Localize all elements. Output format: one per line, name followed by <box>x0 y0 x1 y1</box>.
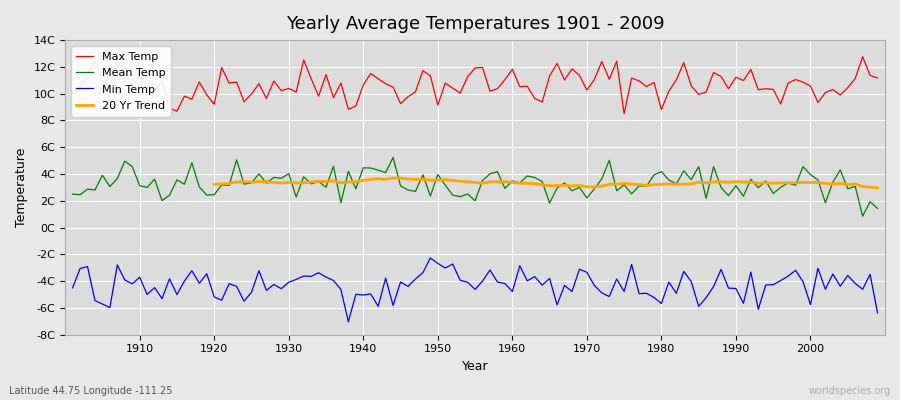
Max Temp <box>291 90 302 94</box>
Line: 20 Yr Trend: 20 Yr Trend <box>214 178 878 188</box>
20 Yr Trend <box>336 180 346 185</box>
Min Temp <box>515 263 526 268</box>
Title: Yearly Average Temperatures 1901 - 2009: Yearly Average Temperatures 1901 - 2009 <box>286 15 664 33</box>
Min Temp <box>291 277 302 282</box>
Min Temp <box>336 287 346 292</box>
Max Temp <box>127 84 138 89</box>
Mean Temp <box>857 214 868 219</box>
X-axis label: Year: Year <box>462 360 489 373</box>
Max Temp <box>872 76 883 80</box>
Max Temp <box>68 91 78 96</box>
Mean Temp <box>68 192 78 196</box>
Mean Temp <box>291 195 302 200</box>
Line: Min Temp: Min Temp <box>73 258 878 322</box>
20 Yr Trend <box>291 180 302 185</box>
Min Temp <box>127 282 138 286</box>
Mean Temp <box>515 180 526 185</box>
Max Temp <box>597 59 608 64</box>
Line: Mean Temp: Mean Temp <box>73 158 878 216</box>
Mean Temp <box>507 178 517 183</box>
Mean Temp <box>127 164 138 169</box>
Mean Temp <box>388 155 399 160</box>
Min Temp <box>872 310 883 315</box>
Min Temp <box>611 276 622 281</box>
Min Temp <box>343 319 354 324</box>
Y-axis label: Temperature: Temperature <box>15 148 28 227</box>
20 Yr Trend <box>507 180 517 185</box>
Mean Temp <box>872 206 883 211</box>
Max Temp <box>857 54 868 59</box>
Text: Latitude 44.75 Longitude -111.25: Latitude 44.75 Longitude -111.25 <box>9 386 173 396</box>
Mean Temp <box>604 158 615 163</box>
Max Temp <box>500 77 510 82</box>
Legend: Max Temp, Mean Temp, Min Temp, 20 Yr Trend: Max Temp, Mean Temp, Min Temp, 20 Yr Tre… <box>71 46 171 116</box>
Min Temp <box>522 278 533 283</box>
Max Temp <box>507 67 517 72</box>
Text: worldspecies.org: worldspecies.org <box>809 386 891 396</box>
Min Temp <box>68 286 78 290</box>
Max Temp <box>336 81 346 86</box>
20 Yr Trend <box>500 179 510 184</box>
Min Temp <box>425 256 436 260</box>
Line: Max Temp: Max Temp <box>73 57 878 114</box>
20 Yr Trend <box>872 186 883 190</box>
Mean Temp <box>336 200 346 205</box>
Max Temp <box>618 111 629 116</box>
20 Yr Trend <box>597 184 608 188</box>
